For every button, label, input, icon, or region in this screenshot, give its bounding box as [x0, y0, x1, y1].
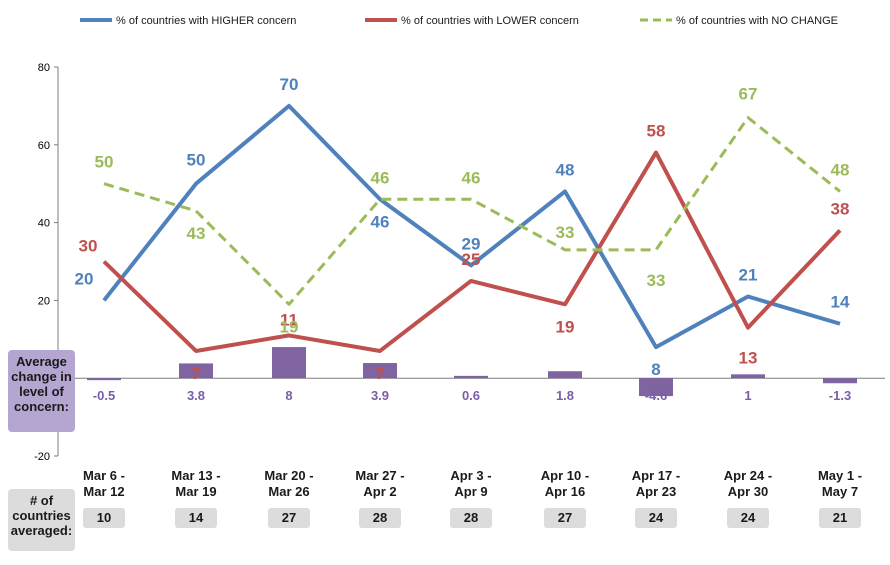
series-2-data-label: 46 [371, 168, 390, 187]
countries-count: 28 [359, 508, 401, 528]
series-2-data-label: 50 [95, 153, 114, 172]
avg-change-bar [639, 378, 673, 397]
avg-change-bar [179, 363, 213, 379]
avg-change-label: 3.8 [187, 388, 205, 403]
y-tick-label: 40 [38, 218, 50, 230]
series-2-data-label: 33 [647, 271, 666, 290]
series-1-data-label: 19 [556, 317, 575, 336]
series-0-data-label: 46 [371, 212, 390, 231]
x-category-label: Mar 20 -Mar 26 [264, 468, 313, 499]
avg-change-label: -4.6 [645, 388, 667, 403]
x-category-label: Mar 13 -Mar 19 [171, 468, 220, 499]
y-tick-label: 80 [38, 62, 50, 74]
y-tick-label: 60 [38, 140, 50, 152]
series-2-data-label: 48 [831, 160, 850, 179]
series-1-data-label: 38 [831, 199, 850, 218]
countries-count: 10 [83, 508, 125, 528]
series-1-data-label: 7 [375, 364, 384, 383]
x-category-label: Apr 10 -Apr 16 [541, 468, 589, 499]
avg-change-label: -0.5 [93, 388, 115, 403]
avg-change-label: 1 [744, 388, 751, 403]
series-2-data-label: 43 [187, 224, 206, 243]
series-2-data-label: 67 [739, 85, 758, 104]
legend-entry: % of countries with LOWER concern [401, 15, 579, 27]
countries-count: 14 [175, 508, 217, 528]
series-0-data-label: 21 [739, 266, 758, 285]
series-line-1 [102, 150, 842, 353]
x-category-label: Apr 17 -Apr 23 [632, 468, 680, 499]
series-1-data-label: 25 [462, 250, 481, 269]
countries-count: 24 [727, 508, 769, 528]
series-0-data-label: 8 [651, 360, 660, 379]
series-2-data-label: 33 [556, 223, 575, 242]
avg-change-bar [454, 375, 488, 379]
series-1-data-label: 13 [739, 349, 758, 368]
avg-change-bar [363, 363, 397, 379]
avg-change-label: 3.9 [371, 388, 389, 403]
x-category-label: Mar 6 -Mar 12 [83, 468, 125, 499]
avg-change-bar [823, 378, 857, 384]
avg-change-label: 1.8 [556, 388, 574, 403]
series-1-data-label: 11 [280, 310, 298, 329]
countries-averaged-label: # of countries averaged: [10, 493, 73, 538]
average-change-label: Average change in level of concern: [11, 354, 72, 414]
series-0-data-label: 50 [187, 151, 206, 170]
series-1-data-label: 7 [191, 364, 200, 383]
y-tick-label: 20 [38, 295, 50, 307]
avg-change-bar [87, 378, 121, 381]
x-category-label: Mar 27 -Apr 2 [355, 468, 404, 499]
legend-entry: % of countries with NO CHANGE [676, 15, 838, 27]
countries-count: 28 [450, 508, 492, 528]
avg-change-bar [272, 347, 306, 379]
series-2-data-label: 19 [280, 317, 299, 336]
series-line-2 [103, 116, 841, 306]
series-2-data-label: 46 [462, 168, 481, 187]
series-0-data-label: 20 [75, 269, 94, 288]
avg-change-label: 8 [285, 388, 292, 403]
countries-count: 24 [635, 508, 677, 528]
y-tick-label: -20 [34, 451, 50, 463]
average-change-label-box: Average change in level of concern: [8, 350, 75, 432]
countries-averaged-label-box: # of countries averaged: [8, 489, 75, 551]
x-category-label: May 1 -May 7 [818, 468, 862, 499]
countries-count: 27 [268, 508, 310, 528]
avg-change-bar [548, 371, 582, 379]
countries-count: 21 [819, 508, 861, 528]
avg-change-bar [731, 374, 765, 379]
avg-change-label: -1.3 [829, 388, 851, 403]
legend-entry: % of countries with HIGHER concern [116, 15, 296, 27]
x-category-label: Apr 3 -Apr 9 [450, 468, 491, 499]
series-line-0 [102, 103, 841, 350]
series-1-data-label: 58 [647, 122, 666, 141]
series-0-data-label: 29 [462, 234, 481, 253]
series-1-data-label: 30 [79, 237, 98, 256]
avg-change-label: 0.6 [462, 388, 480, 403]
series-0-data-label: 14 [831, 293, 850, 312]
series-0-data-label: 70 [280, 75, 299, 94]
series-0-data-label: 48 [556, 160, 575, 179]
x-category-label: Apr 24 -Apr 30 [724, 468, 772, 499]
countries-count: 27 [544, 508, 586, 528]
